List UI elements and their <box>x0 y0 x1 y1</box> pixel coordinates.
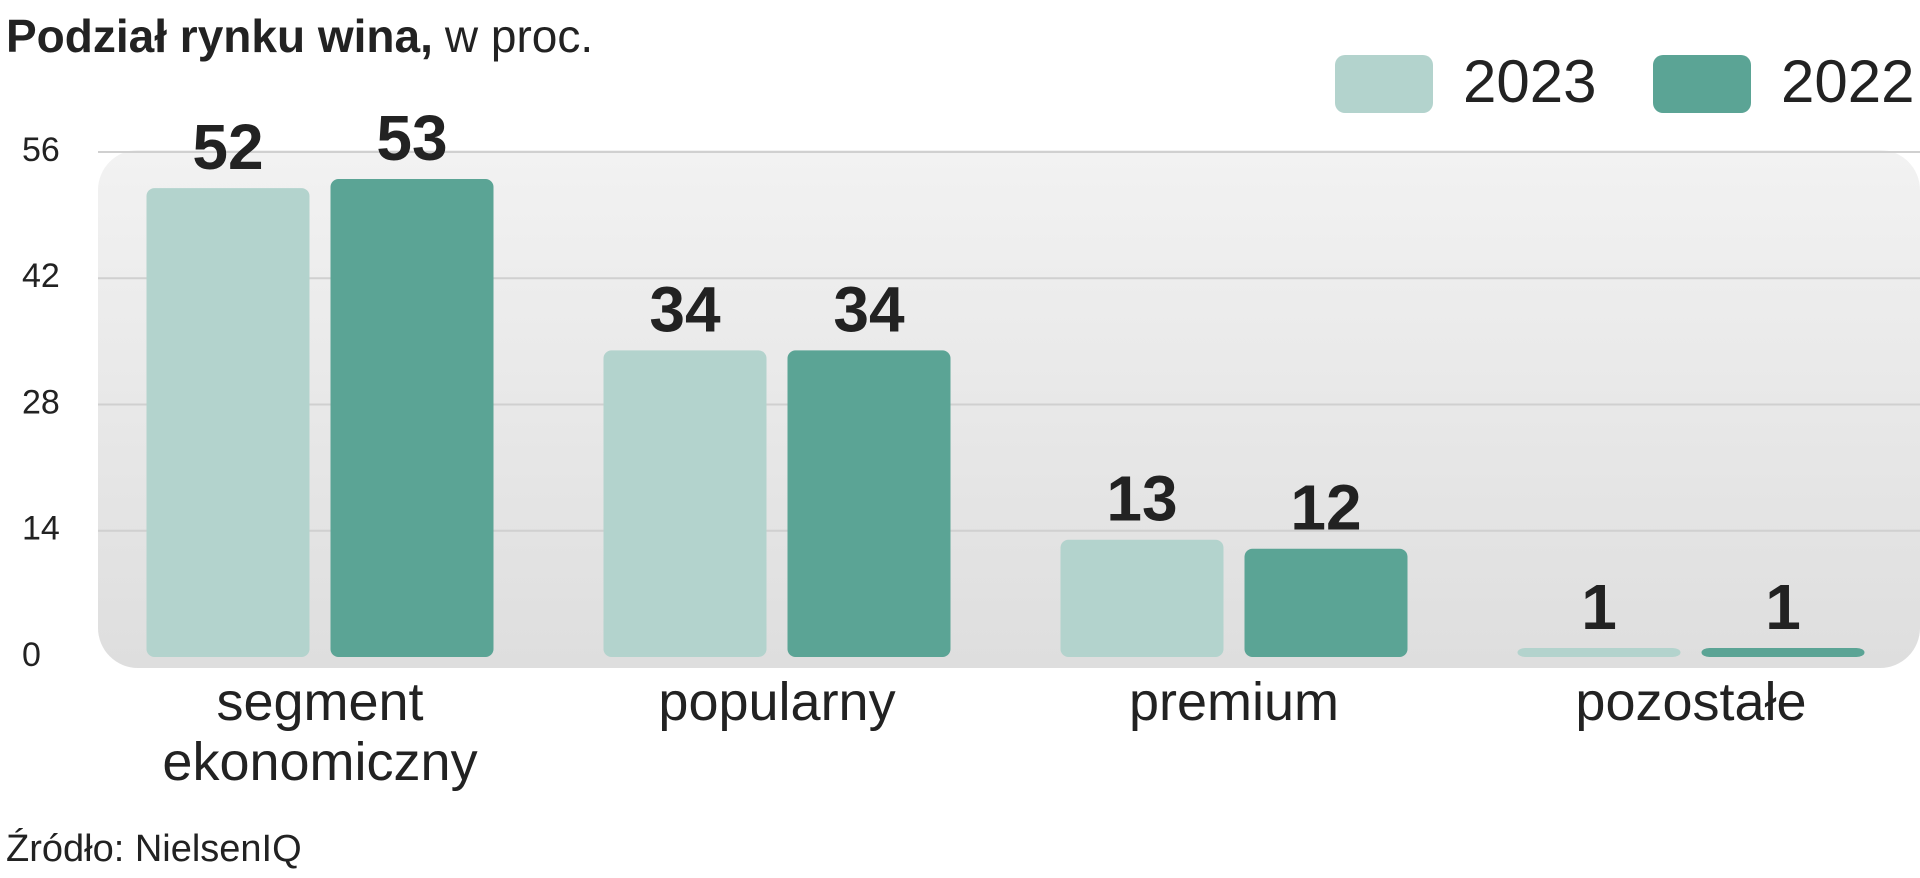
y-tick-label: 14 <box>22 510 60 548</box>
bar <box>146 188 310 658</box>
bar <box>1060 539 1224 657</box>
x-tick-label: pozostałe <box>1575 672 1807 732</box>
value-label: 1 <box>1765 571 1801 643</box>
x-tick-label: popularny <box>658 672 896 732</box>
x-tick-label: premium <box>1128 672 1340 732</box>
legend-swatch <box>1335 55 1433 113</box>
value-label: 12 <box>1290 472 1361 544</box>
bar <box>330 179 494 657</box>
legend-label: 2022 <box>1781 48 1914 115</box>
y-tick-label: 28 <box>22 383 60 421</box>
value-label: 13 <box>1106 463 1177 535</box>
bar <box>1701 647 1865 657</box>
value-label: 34 <box>649 273 721 345</box>
bar <box>603 350 767 657</box>
bar <box>1244 548 1408 657</box>
plot-background <box>98 150 1920 668</box>
legend-label: 2023 <box>1463 48 1596 115</box>
title-line: Podział rynku wina, w proc. <box>6 10 593 62</box>
y-tick-label: 0 <box>22 636 41 674</box>
x-tick-label: segment ekonomiczny <box>162 672 478 792</box>
value-label: 34 <box>833 273 905 345</box>
y-tick-label: 42 <box>22 257 60 295</box>
chart-subtitle: w proc. <box>444 10 593 62</box>
y-tick-label: 56 <box>22 131 60 169</box>
bar <box>1517 647 1681 657</box>
source: Źródło: NielsenIQ <box>6 827 302 870</box>
value-label: 53 <box>376 102 447 174</box>
value-label: 1 <box>1581 571 1617 643</box>
legend-swatch <box>1653 55 1751 113</box>
chart-title: Podział rynku wina, <box>6 10 433 62</box>
bar <box>787 350 951 657</box>
value-label: 52 <box>192 111 263 183</box>
